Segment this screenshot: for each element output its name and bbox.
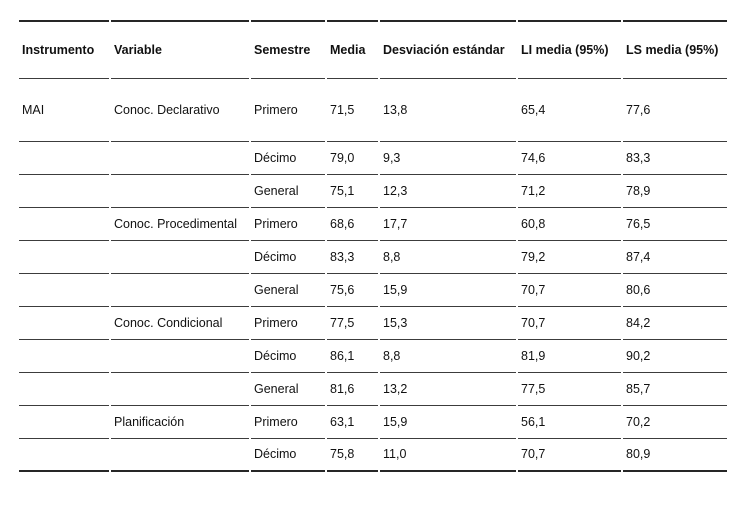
cell-li-media: 71,2: [518, 175, 621, 208]
cell-instrumento: [19, 274, 109, 307]
cell-li-media: 70,7: [518, 274, 621, 307]
cell-instrumento: [19, 241, 109, 274]
cell-semestre: Primero: [251, 307, 325, 340]
cell-li-media: 77,5: [518, 373, 621, 406]
cell-instrumento: [19, 406, 109, 439]
header-row: Instrumento Variable Semestre Media Desv…: [19, 20, 727, 79]
cell-media: 63,1: [327, 406, 378, 439]
cell-li-media: 56,1: [518, 406, 621, 439]
cell-variable: Conoc. Procedimental: [111, 208, 249, 241]
cell-desviacion: 13,8: [380, 79, 516, 142]
cell-semestre: General: [251, 175, 325, 208]
cell-semestre: Primero: [251, 79, 325, 142]
cell-li-media: 74,6: [518, 142, 621, 175]
table-row: Décimo 83,3 8,8 79,2 87,4: [19, 241, 727, 274]
cell-semestre: Primero: [251, 406, 325, 439]
cell-desviacion: 17,7: [380, 208, 516, 241]
cell-ls-media: 85,7: [623, 373, 727, 406]
column-header-desviacion-estandar: Desviación estándar: [380, 20, 516, 79]
cell-li-media: 70,7: [518, 307, 621, 340]
cell-media: 71,5: [327, 79, 378, 142]
cell-media: 75,6: [327, 274, 378, 307]
table-row: Décimo 79,0 9,3 74,6 83,3: [19, 142, 727, 175]
cell-variable: [111, 340, 249, 373]
cell-ls-media: 77,6: [623, 79, 727, 142]
column-header-li-media: LI media (95%): [518, 20, 621, 79]
cell-semestre: Décimo: [251, 439, 325, 472]
cell-li-media: 79,2: [518, 241, 621, 274]
cell-desviacion: 11,0: [380, 439, 516, 472]
cell-li-media: 70,7: [518, 439, 621, 472]
cell-ls-media: 80,9: [623, 439, 727, 472]
cell-media: 79,0: [327, 142, 378, 175]
column-header-media: Media: [327, 20, 378, 79]
cell-variable: [111, 175, 249, 208]
cell-ls-media: 70,2: [623, 406, 727, 439]
cell-instrumento: MAI: [19, 79, 109, 142]
cell-li-media: 60,8: [518, 208, 621, 241]
cell-semestre: Décimo: [251, 241, 325, 274]
cell-variable: [111, 241, 249, 274]
cell-semestre: General: [251, 274, 325, 307]
cell-semestre: Décimo: [251, 142, 325, 175]
cell-instrumento: [19, 307, 109, 340]
cell-li-media: 81,9: [518, 340, 621, 373]
table-row: General 75,6 15,9 70,7 80,6: [19, 274, 727, 307]
cell-media: 68,6: [327, 208, 378, 241]
cell-variable: Planificación: [111, 406, 249, 439]
table-row: Décimo 75,8 11,0 70,7 80,9: [19, 439, 727, 472]
cell-ls-media: 84,2: [623, 307, 727, 340]
cell-desviacion: 8,8: [380, 241, 516, 274]
cell-variable: Conoc. Condicional: [111, 307, 249, 340]
column-header-ls-media: LS media (95%): [623, 20, 727, 79]
cell-ls-media: 80,6: [623, 274, 727, 307]
cell-media: 75,8: [327, 439, 378, 472]
statistics-table: Instrumento Variable Semestre Media Desv…: [17, 20, 729, 472]
column-header-variable: Variable: [111, 20, 249, 79]
cell-semestre: Primero: [251, 208, 325, 241]
column-header-semestre: Semestre: [251, 20, 325, 79]
cell-li-media: 65,4: [518, 79, 621, 142]
cell-ls-media: 78,9: [623, 175, 727, 208]
cell-ls-media: 87,4: [623, 241, 727, 274]
cell-desviacion: 13,2: [380, 373, 516, 406]
cell-media: 86,1: [327, 340, 378, 373]
table-row: MAI Conoc. Declarativo Primero 71,5 13,8…: [19, 79, 727, 142]
cell-instrumento: [19, 208, 109, 241]
cell-desviacion: 8,8: [380, 340, 516, 373]
cell-desviacion: 12,3: [380, 175, 516, 208]
table-row: Conoc. Condicional Primero 77,5 15,3 70,…: [19, 307, 727, 340]
cell-instrumento: [19, 373, 109, 406]
column-header-instrumento: Instrumento: [19, 20, 109, 79]
cell-instrumento: [19, 175, 109, 208]
cell-semestre: Décimo: [251, 340, 325, 373]
table-row: Conoc. Procedimental Primero 68,6 17,7 6…: [19, 208, 727, 241]
cell-desviacion: 15,9: [380, 406, 516, 439]
cell-instrumento: [19, 142, 109, 175]
cell-instrumento: [19, 439, 109, 472]
cell-instrumento: [19, 340, 109, 373]
cell-media: 77,5: [327, 307, 378, 340]
table-row: Décimo 86,1 8,8 81,9 90,2: [19, 340, 727, 373]
table-row: General 81,6 13,2 77,5 85,7: [19, 373, 727, 406]
cell-ls-media: 83,3: [623, 142, 727, 175]
cell-variable: [111, 274, 249, 307]
cell-desviacion: 15,3: [380, 307, 516, 340]
cell-media: 83,3: [327, 241, 378, 274]
statistics-table-region: Instrumento Variable Semestre Media Desv…: [17, 20, 729, 472]
cell-desviacion: 15,9: [380, 274, 516, 307]
cell-ls-media: 76,5: [623, 208, 727, 241]
cell-variable: Conoc. Declarativo: [111, 79, 249, 142]
cell-media: 75,1: [327, 175, 378, 208]
cell-ls-media: 90,2: [623, 340, 727, 373]
cell-variable: [111, 439, 249, 472]
table-row: General 75,1 12,3 71,2 78,9: [19, 175, 727, 208]
cell-semestre: General: [251, 373, 325, 406]
cell-variable: [111, 142, 249, 175]
cell-media: 81,6: [327, 373, 378, 406]
cell-desviacion: 9,3: [380, 142, 516, 175]
cell-variable: [111, 373, 249, 406]
table-row: Planificación Primero 63,1 15,9 56,1 70,…: [19, 406, 727, 439]
